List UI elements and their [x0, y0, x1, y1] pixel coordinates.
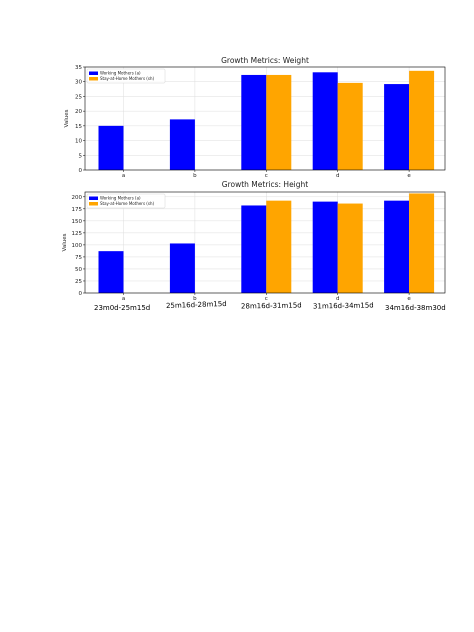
y-tick-label: 200 [72, 195, 83, 201]
legend-label: Working Mothers (a) [100, 196, 141, 201]
y-tick-label: 10 [75, 139, 82, 145]
legend-label: Stay-at-Home Mothers (sh) [100, 76, 154, 81]
y-tick-label: 25 [75, 279, 82, 285]
x-tick-label: a [122, 173, 125, 179]
bar-working-a [98, 125, 124, 170]
x-tick-label: e [407, 296, 411, 302]
age-range-label: 31m16d-34m15d [312, 301, 374, 311]
legend-swatch [89, 196, 98, 200]
bar-working-a [98, 251, 124, 293]
chart-title: Growth Metrics: Height [222, 180, 309, 189]
x-tick-label: d [336, 173, 340, 179]
x-tick-label: a [122, 296, 125, 302]
legend-box [86, 193, 166, 209]
x-tick-label: c [265, 173, 268, 179]
chart-panel-1: Growth Metrics: Weight 0 5 10 15 20 25 30 35 a b c d… [64, 56, 446, 179]
x-tick-label: b [193, 173, 197, 179]
legend-label: Working Mothers (a) [100, 71, 141, 76]
bar-working-b [169, 119, 195, 170]
age-range-label: 23m0d-25m15d [94, 304, 151, 312]
chart-panel-2: Growth Metrics: Height 0 25 50 75 100 125 150 17… [62, 180, 446, 302]
bar-stay-at-home-c [266, 200, 292, 293]
y-tick-label: 175 [72, 207, 83, 213]
bar-stay-at-home-e [409, 193, 435, 293]
y-tick-label: 100 [72, 243, 83, 249]
legend-swatch [89, 77, 98, 81]
legend: Working Mothers (a)Stay-at-Home Mothers … [86, 68, 166, 84]
y-tick-label: 150 [72, 219, 83, 225]
y-tick-label: 75 [75, 255, 82, 261]
bar-stay-at-home-e [409, 70, 435, 170]
y-tick-label: 0 [79, 291, 83, 297]
bar-working-d [312, 72, 338, 170]
age-range-label: 34m16d-38m30d [385, 304, 446, 312]
y-tick-label: 0 [79, 168, 83, 174]
x-tick-label: e [407, 173, 411, 179]
bar-working-c [241, 74, 267, 170]
legend-box [86, 68, 166, 84]
legend: Working Mothers (a)Stay-at-Home Mothers … [86, 193, 166, 209]
y-tick-label: 35 [75, 65, 82, 71]
legend-label: Stay-at-Home Mothers (sh) [100, 201, 154, 206]
bar-working-e [384, 200, 410, 293]
legend-swatch [89, 71, 98, 75]
y-tick-label: 5 [79, 153, 83, 159]
x-tick-label: c [265, 296, 268, 302]
bar-working-c [241, 205, 267, 293]
bar-working-d [312, 201, 338, 293]
y-tick-label: 15 [75, 124, 82, 130]
x-tick-label: d [336, 296, 340, 302]
x-tick-label: b [193, 296, 197, 302]
y-tick-label: 25 [75, 94, 82, 100]
y-axis-label: Values [64, 109, 70, 127]
y-tick-label: 50 [75, 267, 82, 273]
chart-title: Growth Metrics: Weight [221, 56, 309, 65]
bar-stay-at-home-d [337, 203, 363, 293]
plot-frame [84, 66, 446, 171]
y-tick-label: 125 [72, 231, 83, 237]
age-range-label: 28m16d-31m15d [240, 301, 302, 311]
plot-frame [84, 191, 446, 294]
bar-working-e [384, 84, 410, 170]
y-axis-label: Values [62, 233, 68, 251]
y-tick-label: 20 [75, 109, 82, 115]
legend-swatch [89, 202, 98, 206]
bar-working-b [169, 243, 195, 293]
y-tick-label: 30 [75, 80, 82, 86]
bar-stay-at-home-d [337, 82, 363, 170]
bar-stay-at-home-c [266, 74, 292, 170]
